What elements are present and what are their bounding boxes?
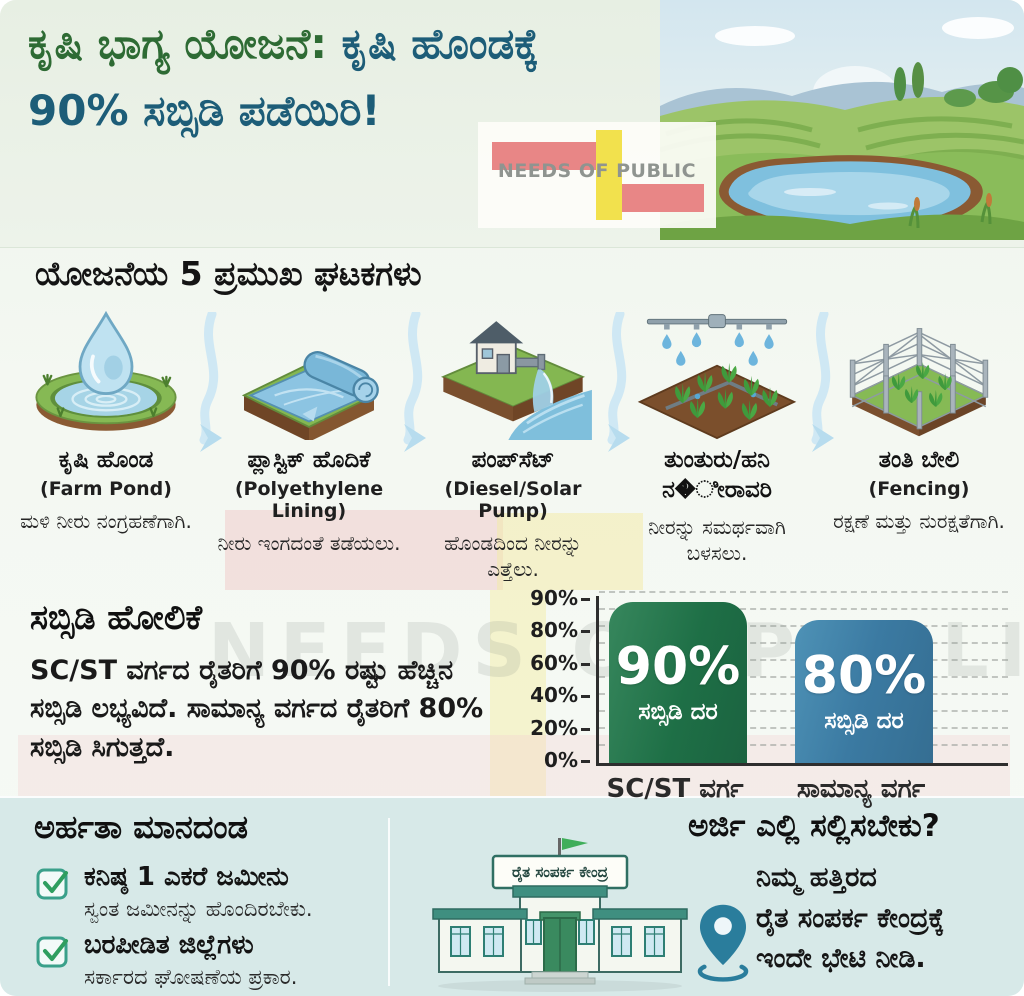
subsidy-description: SC/ST ವರ್ಗದ ರೈತರಿಗೆ 90% ರಷ್ಟು ಹೆಚ್ಚಿನ ಸಬ…: [30, 655, 484, 763]
component-name: ಪ್ಲಾಸ್ಟಿಕ್ ಹೊದಿಕೆ: [247, 447, 371, 473]
farm-pond-icon: [35, 310, 177, 431]
components-section-title: ಯೋಜನೆಯ 5 ಪ್ರಮುಖ ಘಟಕಗಳು: [35, 254, 422, 293]
component-english-name: (Fencing): [868, 477, 970, 500]
logo-yellow-bar: [596, 130, 622, 220]
location-pin-icon: [697, 904, 749, 982]
x-axis-category-label: SC/ST ವರ್ಗ: [606, 774, 744, 804]
eligibility-section-title: ಅರ್ಹತಾ ಮಾನದಂಡ: [34, 808, 248, 846]
eligibility-item-sub: ಸ್ವಂತ ಜಮೀನನ್ನು ಹೊಂದಿರಬೇಕು.: [84, 897, 313, 921]
component-item-pump-set: ಪಂಪ್‌ಸೆಟ್ (Diesel/Solar Pump) ಹೊಂಡದಿಂದ ನ…: [417, 310, 609, 582]
bar-sub-label: ಸಬ್ಸಿಡಿ ದರ: [638, 698, 718, 725]
eligibility-item-title: ಬರಪೀಡಿತ ಜಿಲ್ಲೆಗಳು: [84, 930, 254, 960]
eligibility-item-sub: ಸರ್ಕಾರದ ಘೋಷಣೆಯ ಪ್ರಕಾರ.: [84, 965, 298, 989]
pink-highlight-patch: [225, 510, 503, 590]
chart-bar: 90% ಸಬ್ಸಿಡಿ ದರ: [609, 602, 747, 763]
checkmark-icon: [36, 936, 68, 968]
title-scheme-name: ಕೃಷಿ ಭಾಗ್ಯ ಯೋಜನೆ:: [28, 19, 328, 68]
farmer-contact-center-building-illustration: ರೈತ ಸಂಪರ್ಕ ಕೇಂದ್ರ: [432, 838, 688, 992]
title-line1: ಕೃಷಿ ಭಾಗ್ಯ ಯೋಜನೆ: ಕೃಷಿ ಹೊಂಡಕ್ಕೆ: [28, 10, 688, 77]
component-english-name: (Polyethylene Lining): [234, 477, 384, 522]
drip-irrigation-icon: [637, 314, 797, 440]
component-name: ತಂತಿ ಬೇಲಿ: [878, 447, 960, 473]
flow-arrow-icon: [403, 312, 426, 452]
chart-plot: 90% ಸಬ್ಸಿಡಿ ದರ 80% ಸಬ್ಸಿಡಿ ದರ: [596, 591, 1008, 766]
component-name: ಕೃಷಿ ಹೊಂಡ: [58, 447, 154, 473]
title-line2: 90% ಸಬ್ಸಿಡಿ ಪಡೆಯಿರಿ!: [28, 86, 381, 136]
flow-arrow-icon: [607, 312, 630, 452]
building-sign-text: ರೈತ ಸಂಪರ್ಕ ಕೇಂದ್ರ: [512, 863, 608, 883]
footer-column-divider: [388, 818, 390, 986]
apply-text-line: ನಿಮ್ಮ ಹತ್ತಿರದ: [756, 862, 877, 893]
chart-gridline: [599, 608, 1008, 610]
y-tick-label: 60%: [530, 651, 590, 675]
subsidy-chart: 90% 80% 60% 40% 20% 0% 90% ಸಬ್ಸಿಡಿ ದರ 80…: [530, 586, 1012, 808]
chart-gridline: [599, 591, 1008, 593]
title-line1-teal: ಕೃಷಿ ಹೊಂಡಕ್ಕೆ: [341, 19, 539, 68]
component-item-farm-pond: ಕೃಷಿ ಹೊಂಡ (Farm Pond) ಮಳಿ ನೀರು ನಂಗ್ರಹಣೆಗ…: [10, 310, 202, 534]
component-description: ಹೊಂಡದಿಂದ ನೀರನ್ನು ಎತ್ತೆಲು.: [444, 530, 582, 581]
component-description: ಮಳಿ ನೀರು ನಂಗ್ರಹಣೆಗಾಗಿ.: [20, 508, 192, 533]
plastic-lining-icon: [241, 351, 379, 440]
farm-landscape-illustration: [660, 0, 1024, 240]
apply-text-line: ಇಂದೇ ಭೇಟಿ ನೀಡಿ.: [756, 943, 926, 974]
y-tick-label: 40%: [530, 683, 590, 707]
component-description: ರಕ್ಷಣೆ ಮತ್ತು ನುರಕ್ಷತೆಗಾಗಿ.: [833, 508, 1005, 533]
logo-red-bar-top: [492, 142, 598, 170]
component-item-drip-irrigation: ತುಂತುರು/ಹನಿ ನ�ೀರಾವರಿ ನೀರನ್ನು ಸಮರ್ಥವಾಗಿ ಬ…: [621, 310, 813, 566]
component-description: ನೀರು ಇಂಗದಂತೆ ತಡೆಯಲು.: [217, 530, 401, 555]
eligibility-item-title: ಕನಿಷ್ಠ 1 ಎಕರೆ ಜಮೀನು: [84, 862, 289, 892]
flow-arrow-icon: [199, 312, 222, 452]
y-tick-label: 20%: [530, 716, 590, 740]
chart-y-axis: 90% 80% 60% 40% 20% 0%: [530, 586, 590, 772]
bar-value-label: 80%: [801, 646, 927, 707]
logo-text: NEEDS OF PUBLIC: [497, 160, 697, 182]
component-english-name: (Farm Pond): [40, 477, 172, 500]
component-name: ಪಂಪ್‌ಸೆಟ್: [471, 447, 555, 473]
chart-bar: 80% ಸಬ್ಸಿಡಿ ದರ: [795, 620, 933, 763]
bar-value-label: 90%: [615, 637, 741, 698]
logo-red-bar-bottom: [622, 184, 704, 212]
component-description: ನೀರನ್ನು ಸಮರ್ಥವಾಗಿ ಬಳಸಲು.: [648, 514, 786, 565]
flow-arrow-icon: [811, 312, 834, 452]
apply-section-title: ಅರ್ಜಿ ಎಲ್ಲಿ ಸಲ್ಲಿಸಬೇಕು?: [688, 808, 940, 844]
y-tick-label: 0%: [544, 748, 590, 772]
subsidy-section-title: ಸಬ್ಸಿಡಿ ಹೋಲಿಕೆ: [30, 598, 203, 638]
fencing-icon: [849, 328, 989, 437]
checkmark-icon: [36, 868, 68, 900]
component-item-plastic-lining: ಪ್ಲಾಸ್ಟಿಕ್ ಹೊದಿಕೆ (Polyethylene Lining) …: [213, 310, 405, 556]
page-title: ಕೃಷಿ ಭಾಗ್ಯ ಯೋಜನೆ: ಕೃಷಿ ಹೊಂಡಕ್ಕೆ 90% ಸಬ್ಸ…: [28, 10, 688, 144]
bar-sub-label: ಸಬ್ಸಿಡಿ ದರ: [824, 707, 904, 734]
x-axis-category-label: ಸಾಮಾನ್ಯ ವರ್ಗ: [796, 774, 926, 804]
yellow-highlight-patch: [497, 513, 643, 590]
component-english-name: (Diesel/Solar Pump): [444, 477, 582, 522]
needs-of-public-logo: NEEDS OF PUBLIC: [478, 122, 716, 228]
component-item-fencing: ತಂತಿ ಬೇಲಿ (Fencing) ರಕ್ಷಣೆ ಮತ್ತು ನುರಕ್ಷತ…: [823, 310, 1015, 534]
pump-set-icon: [440, 321, 592, 440]
apply-text-line: ರೈತ ಸಂಪರ್ಕ ಕೇಂದ್ರಕ್ಕೆ: [756, 902, 945, 934]
y-tick-label: 80%: [530, 618, 590, 642]
component-name: ತುಂತುರು/ಹನಿ ನ�ೀರಾವರಿ: [662, 447, 772, 503]
apply-instructions: ನಿಮ್ಮ ಹತ್ತಿರದ ರೈತ ಸಂಪರ್ಕ ಕೇಂದ್ರಕ್ಕೆ ಇಂದೇ…: [756, 858, 1024, 980]
y-tick-label: 90%: [530, 586, 590, 610]
